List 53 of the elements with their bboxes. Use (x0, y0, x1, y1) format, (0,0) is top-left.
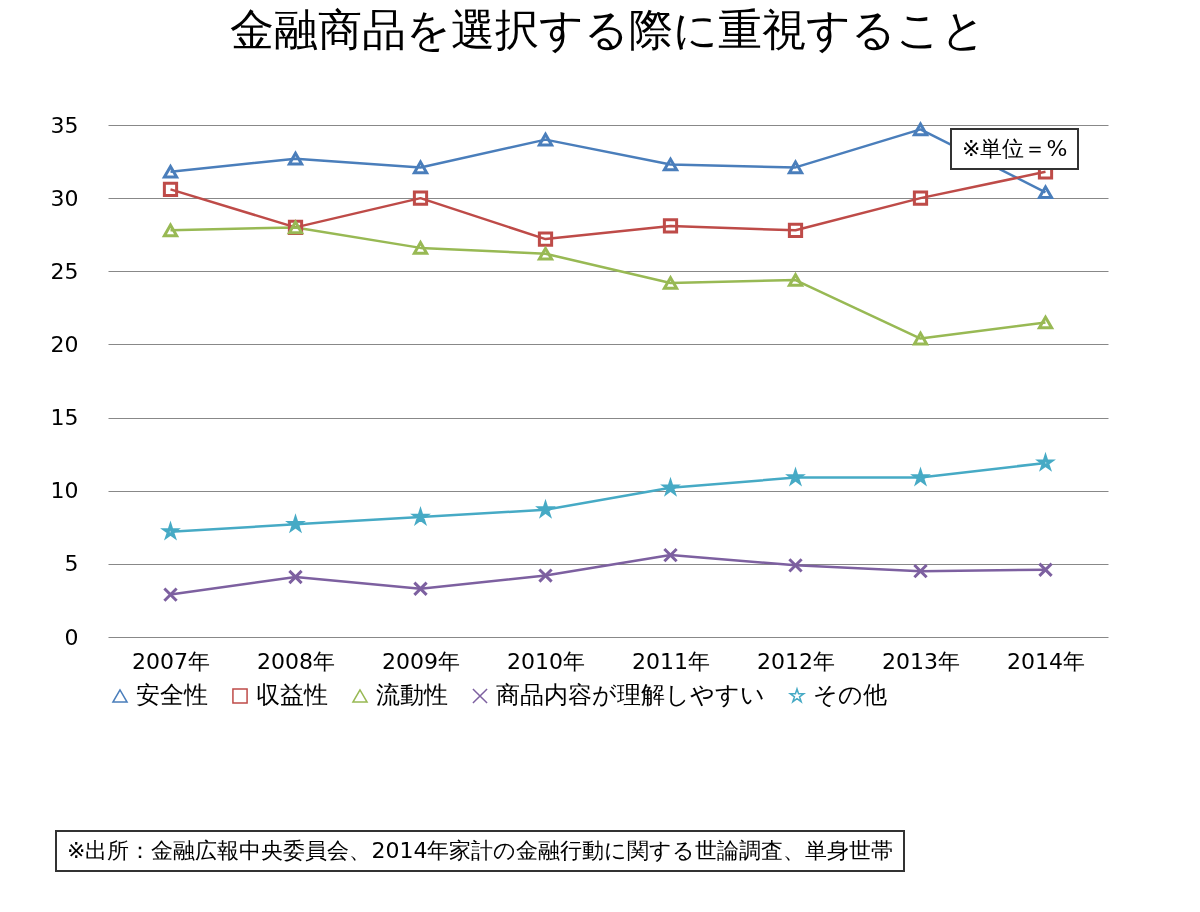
y-tick-label: 25 (50, 258, 79, 284)
x-tick-label: 2010年 (507, 648, 585, 674)
point (412, 190, 429, 206)
point (1037, 185, 1054, 200)
point (662, 218, 679, 234)
point (787, 557, 804, 573)
point (537, 246, 554, 261)
point (787, 222, 804, 238)
point (412, 581, 429, 597)
y-tick-label: 15 (50, 405, 79, 431)
point (412, 241, 429, 255)
point (662, 547, 679, 563)
legend-label: 安全性 (136, 681, 208, 709)
point (662, 276, 679, 290)
y-tick-label: 5 (64, 551, 79, 577)
y-tick-label: 0 (64, 624, 79, 650)
point (162, 165, 179, 179)
annotation: ※単位＝% (950, 128, 1080, 170)
point (787, 273, 804, 287)
point (162, 223, 179, 238)
chart-title: 金融商品を選択する際に重視すること (230, 4, 986, 55)
point (1037, 315, 1054, 330)
x-tick-label: 2008年 (257, 648, 335, 674)
x-tick-label: 2013年 (882, 648, 960, 674)
legend-label: 収益性 (256, 681, 328, 709)
point (537, 132, 554, 147)
point (1037, 562, 1054, 578)
y-tick-label: 10 (50, 478, 79, 504)
point (912, 331, 929, 346)
legend-label: その他 (813, 681, 887, 709)
x-tick-label: 2009年 (382, 648, 460, 674)
x-tick-label: 2011年 (632, 648, 710, 674)
point (537, 231, 554, 247)
text: ※出所：金融広報中央委員会、2014年家計の金融行動に関する世論調査、単身世帯 (55, 830, 906, 872)
point (162, 586, 179, 603)
point (537, 567, 554, 584)
x-tick-label: 2014年 (1007, 648, 1085, 674)
point (787, 160, 804, 175)
legend-label: 流動性 (376, 681, 448, 709)
y-tick-label: 35 (50, 112, 79, 138)
point (287, 151, 304, 166)
point (412, 160, 429, 175)
legend-label: 商品内容が理解しやすい (496, 681, 765, 709)
x-tick-label: 2007年 (132, 648, 210, 674)
x-tick-label: 2012年 (757, 648, 835, 674)
point (662, 157, 679, 172)
y-tick-label: 30 (50, 185, 79, 211)
point (912, 190, 929, 206)
point (162, 181, 179, 197)
point (287, 569, 304, 585)
point (912, 563, 929, 579)
point (912, 122, 929, 137)
y-tick-label: 20 (50, 331, 79, 357)
